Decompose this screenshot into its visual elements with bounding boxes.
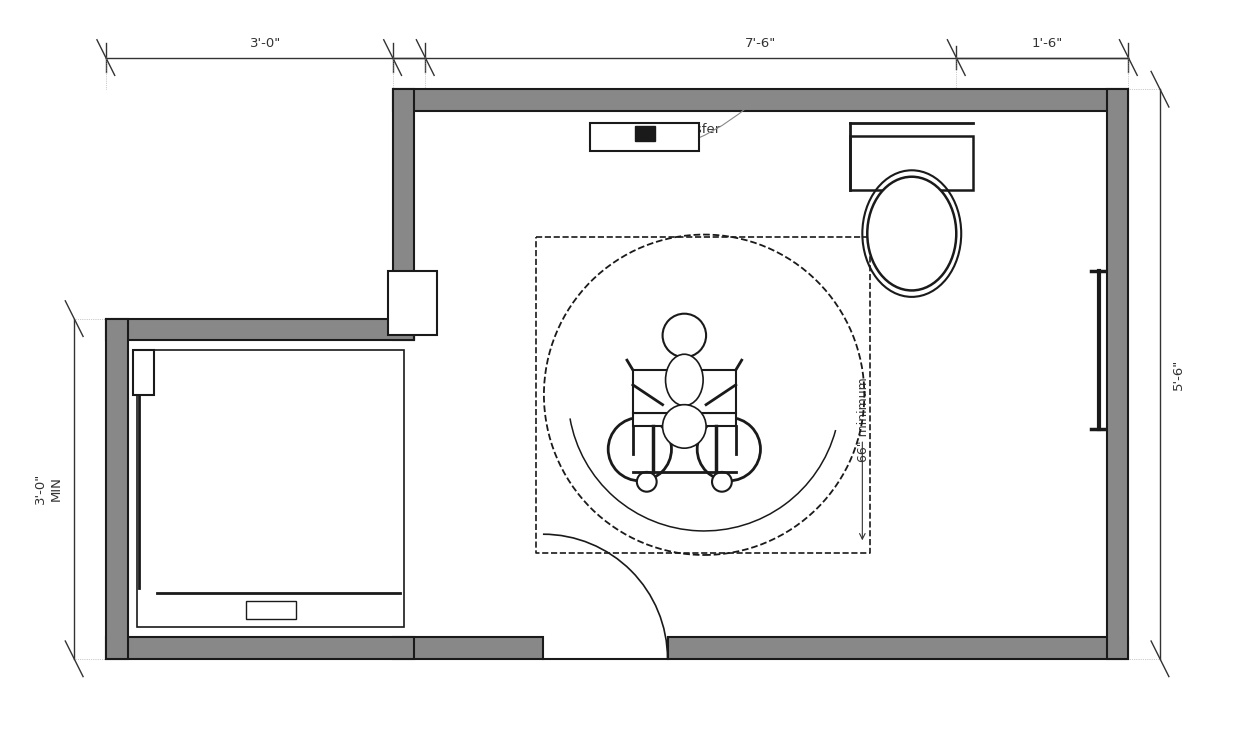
Text: 7'-6": 7'-6" [745,37,776,50]
Bar [388,272,438,335]
Bar [106,319,128,658]
Circle shape [609,418,671,481]
Text: 66" minimum: 66" minimum [858,377,870,462]
Polygon shape [632,370,736,413]
Text: Acceptable transfer
space: Acceptable transfer space [589,123,720,151]
Polygon shape [632,413,736,427]
Circle shape [698,418,760,481]
Text: 5'-6": 5'-6" [1171,358,1185,390]
Ellipse shape [665,354,702,406]
Ellipse shape [867,177,956,290]
Circle shape [636,472,656,492]
Bar [392,89,1129,111]
Bar [1106,89,1129,658]
Bar [392,89,414,340]
Circle shape [662,405,706,448]
Bar [138,350,405,627]
Bar [106,637,414,658]
Text: 1'-6": 1'-6" [1031,37,1062,50]
Bar [668,637,1129,658]
Bar [106,319,414,340]
Bar [414,111,1106,637]
Bar [246,602,296,619]
Bar [635,126,655,141]
Circle shape [662,314,706,357]
Bar [850,136,973,190]
Bar [392,637,542,658]
Circle shape [712,472,731,492]
Text: 3'-0": 3'-0" [250,37,281,50]
Bar [590,123,699,151]
Text: 3'-0"
MIN: 3'-0" MIN [34,473,62,504]
Bar [132,350,154,394]
Bar [127,340,414,637]
